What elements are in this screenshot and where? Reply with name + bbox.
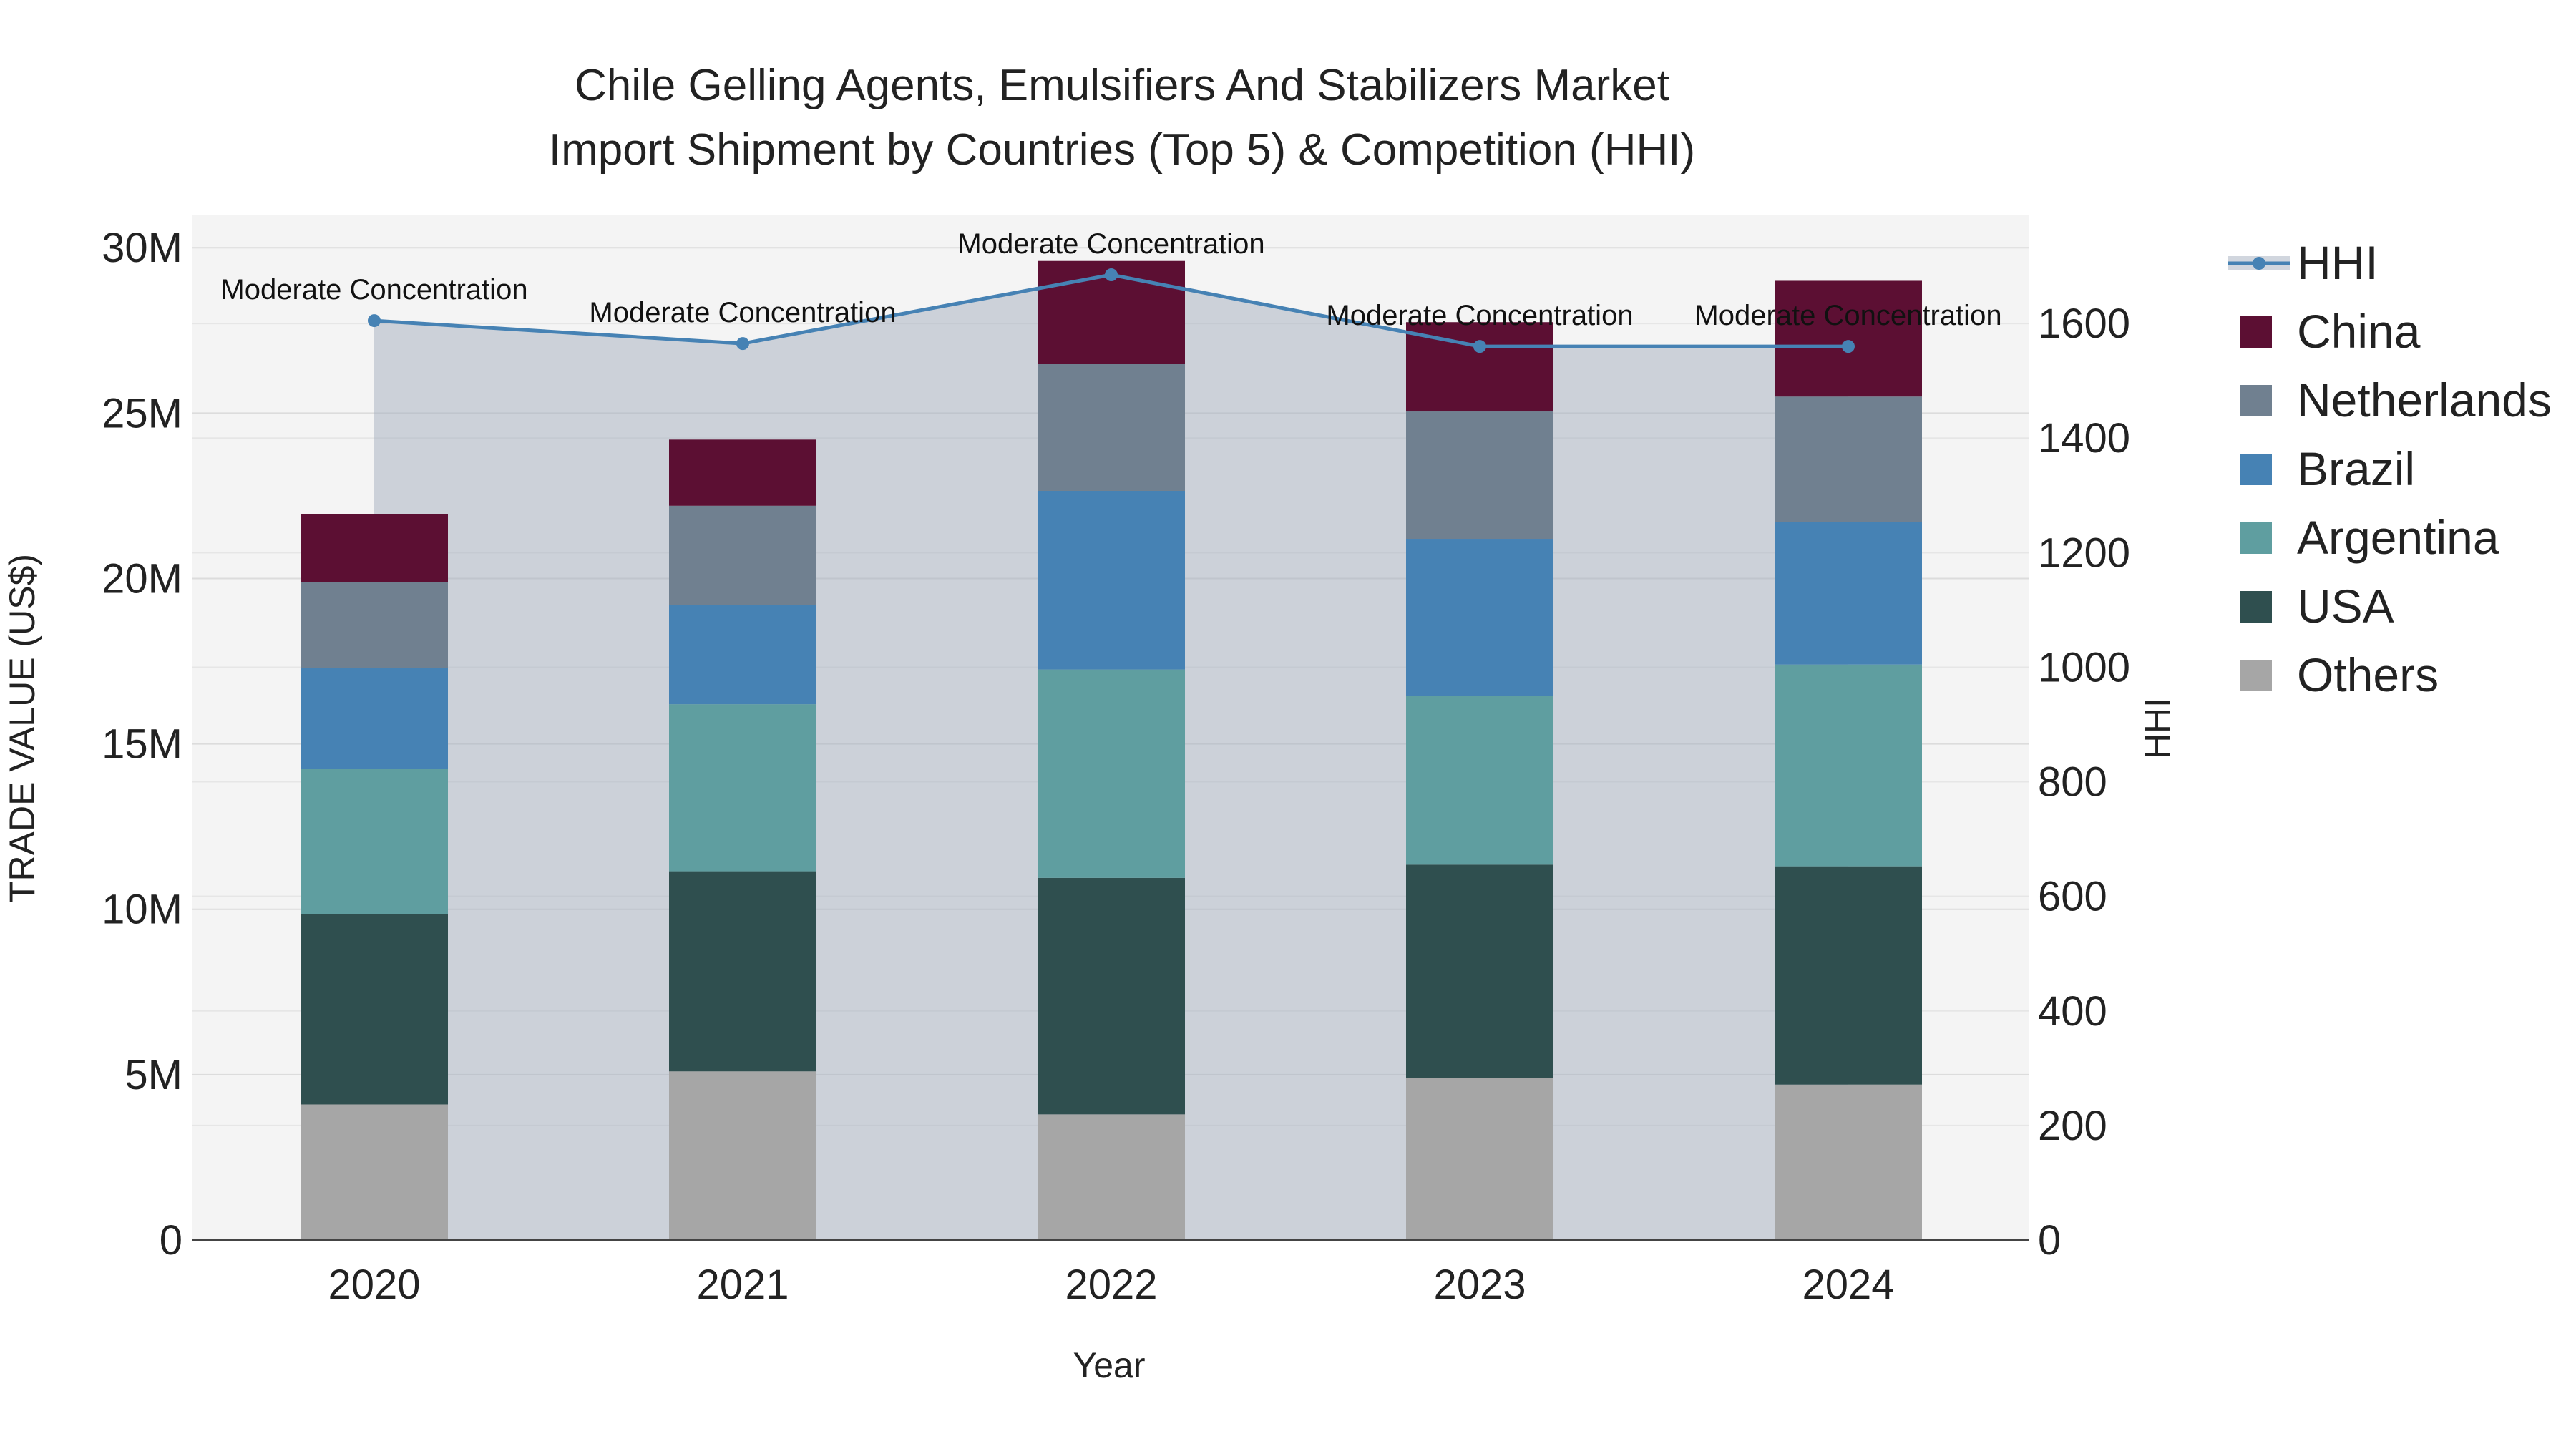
hhi-annotation-2024: Moderate Concentration — [1694, 300, 2001, 331]
bar-others-2023 — [1406, 1078, 1553, 1240]
hhi-point-2024 — [1842, 340, 1855, 353]
y2-tick-label: 800 — [2038, 759, 2107, 806]
legend-swatch-brazil — [2240, 454, 2272, 485]
y2-tick-label: 1400 — [2038, 415, 2130, 462]
legend-label-brazil: Brazil — [2297, 442, 2415, 495]
hhi-point-2020 — [368, 314, 381, 328]
y2-tick-label: 1600 — [2038, 301, 2130, 347]
y2-tick-label: 1200 — [2038, 530, 2130, 576]
legend: HHI China Netherlands Brazil Argentina USA Oth… — [2228, 236, 2552, 701]
bar-argentina-2022 — [1038, 669, 1185, 878]
legend-label-china: China — [2297, 305, 2421, 358]
hhi-point-2022 — [1105, 268, 1118, 282]
bar-china-2021 — [669, 439, 816, 506]
chart-title-line-1: Chile Gelling Agents, Emulsifiers And St… — [575, 61, 1669, 110]
bar-china-2024 — [1775, 280, 1922, 397]
x-tick-label: 2024 — [1802, 1262, 1894, 1308]
bar-brazil-2021 — [669, 605, 816, 705]
bars-group — [301, 260, 1922, 1240]
bar-usa-2021 — [669, 871, 816, 1072]
bar-netherlands-2020 — [301, 582, 448, 668]
bar-others-2021 — [669, 1071, 816, 1240]
bar-others-2022 — [1038, 1114, 1185, 1240]
bar-argentina-2024 — [1775, 664, 1922, 867]
y-axis-label: TRADE VALUE (US$) — [2, 554, 42, 903]
y2-tick-label: 400 — [2038, 988, 2107, 1035]
x-tick-label: 2022 — [1065, 1262, 1157, 1308]
y2-tick-label: 1000 — [2038, 644, 2130, 691]
x-axis-ticks: 2020 2021 2022 2023 2024 — [328, 1262, 1894, 1308]
bar-china-2020 — [301, 514, 448, 582]
y-tick-label: 5M — [125, 1052, 182, 1098]
legend-swatch-netherlands — [2240, 385, 2272, 416]
hhi-annotations: Moderate Concentration Moderate Concentra… — [220, 228, 2001, 331]
chart-title-line-2: Import Shipment by Countries (Top 5) & C… — [549, 125, 1695, 175]
y-tick-label: 10M — [102, 887, 182, 933]
y2-axis-label: HHI — [2137, 698, 2177, 759]
bar-netherlands-2021 — [669, 505, 816, 605]
legend-swatch-others — [2240, 660, 2272, 691]
y-tick-label: 15M — [102, 721, 182, 768]
y-axis-ticks: 0 5M 10M 15M 20M 25M 30M — [102, 225, 182, 1264]
bar-usa-2020 — [301, 914, 448, 1105]
hhi-annotation-2020: Moderate Concentration — [220, 274, 527, 306]
x-tick-label: 2021 — [696, 1262, 789, 1308]
legend-label-others: Others — [2297, 648, 2439, 701]
x-tick-label: 2020 — [328, 1262, 420, 1308]
hhi-annotation-2022: Moderate Concentration — [957, 228, 1264, 260]
y2-tick-label: 200 — [2038, 1103, 2107, 1149]
legend-label-netherlands: Netherlands — [2297, 374, 2552, 426]
bar-usa-2023 — [1406, 864, 1553, 1078]
bar-argentina-2023 — [1406, 696, 1553, 865]
hhi-point-2021 — [736, 337, 749, 351]
bar-brazil-2020 — [301, 668, 448, 769]
y2-axis-ticks: 0 200 400 600 800 1000 1200 1400 1600 — [2038, 301, 2130, 1264]
bar-others-2020 — [301, 1104, 448, 1240]
bar-usa-2022 — [1038, 877, 1185, 1115]
y-tick-label: 25M — [102, 390, 182, 436]
y-tick-label: 0 — [160, 1217, 182, 1264]
legend-swatch-argentina — [2240, 522, 2272, 554]
y-tick-label: 30M — [102, 225, 182, 271]
legend-label-hhi: HHI — [2297, 236, 2379, 289]
legend-label-usa: USA — [2297, 580, 2394, 633]
y2-tick-label: 600 — [2038, 874, 2107, 920]
bar-brazil-2024 — [1775, 522, 1922, 665]
bar-others-2024 — [1775, 1084, 1922, 1240]
hhi-annotation-2023: Moderate Concentration — [1326, 300, 1633, 331]
bar-netherlands-2022 — [1038, 364, 1185, 491]
legend-swatch-hhi-point — [2253, 257, 2265, 270]
bar-argentina-2020 — [301, 769, 448, 914]
bar-netherlands-2023 — [1406, 411, 1553, 540]
hhi-annotation-2021: Moderate Concentration — [589, 297, 896, 328]
hhi-points — [368, 268, 1855, 353]
legend-swatch-china — [2240, 316, 2272, 348]
y2-tick-label: 0 — [2038, 1217, 2061, 1264]
legend-label-argentina: Argentina — [2297, 511, 2499, 564]
bar-netherlands-2024 — [1775, 396, 1922, 522]
bar-brazil-2022 — [1038, 490, 1185, 670]
legend-swatch-usa — [2240, 591, 2272, 623]
x-axis-label: Year — [1073, 1345, 1145, 1385]
bar-argentina-2021 — [669, 704, 816, 872]
hhi-point-2023 — [1473, 340, 1486, 353]
bar-brazil-2023 — [1406, 539, 1553, 696]
y-tick-label: 20M — [102, 555, 182, 602]
bar-usa-2024 — [1775, 866, 1922, 1085]
x-tick-label: 2023 — [1433, 1262, 1526, 1308]
